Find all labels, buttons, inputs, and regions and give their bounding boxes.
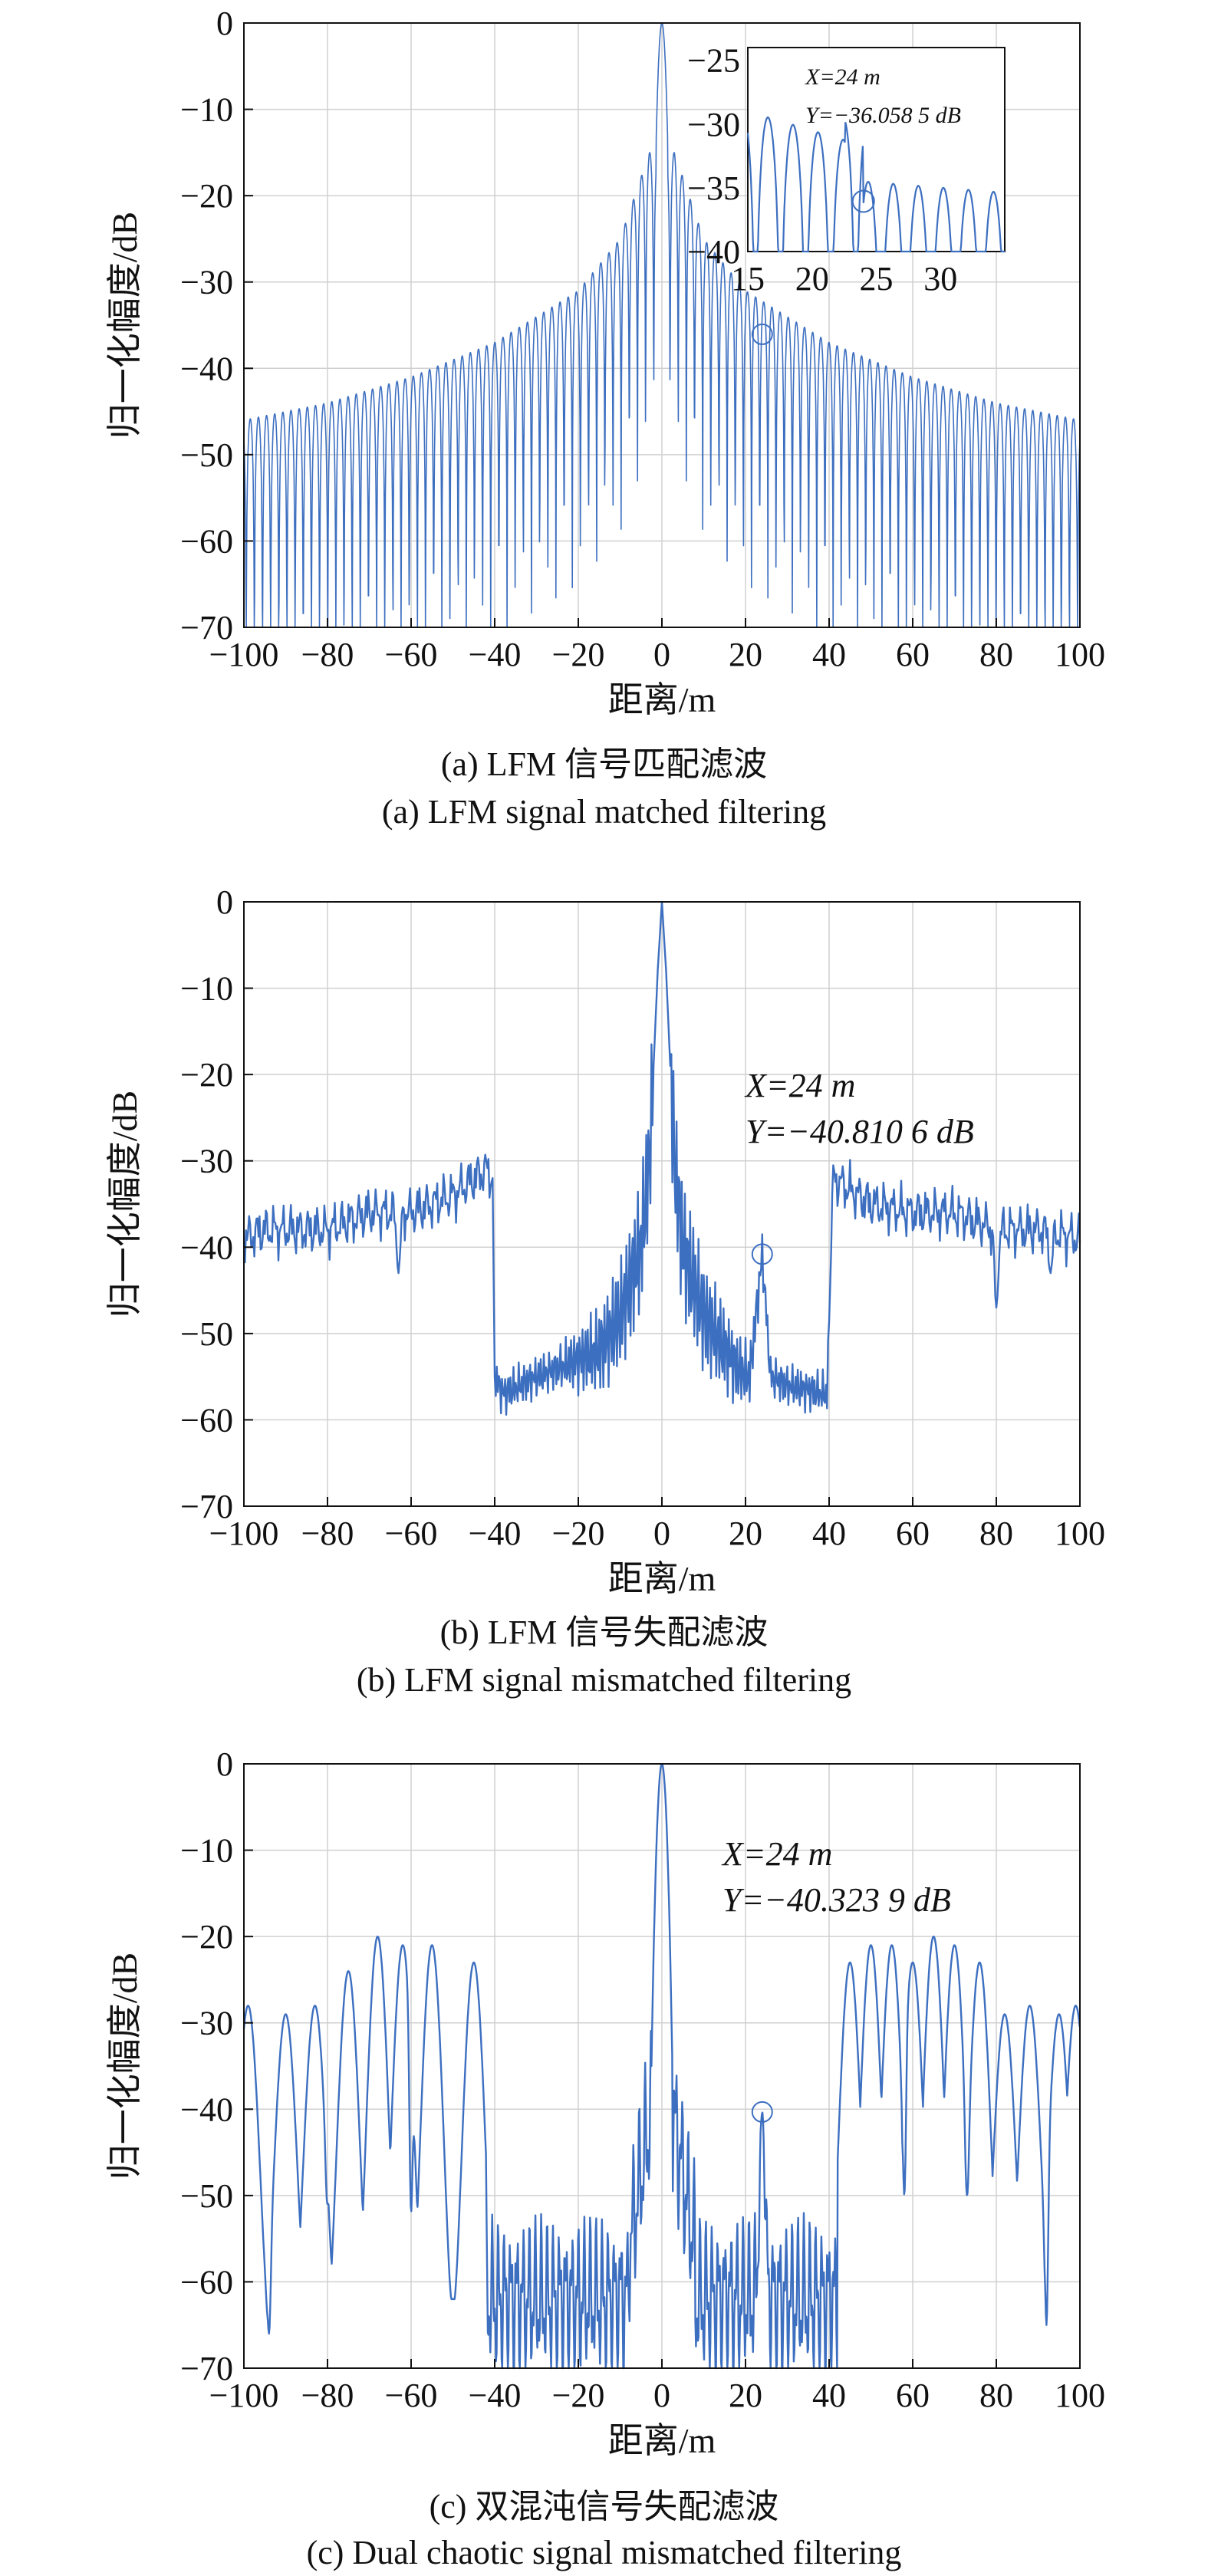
x-axis-title: 距离/m: [608, 680, 716, 719]
annotation-x: X=24 m: [721, 1835, 832, 1873]
x-tick-label: −40: [469, 2377, 522, 2414]
x-tick-label: −20: [552, 636, 605, 673]
x-tick-label: −80: [301, 1515, 354, 1552]
x-tick-label: 0: [653, 2377, 670, 2414]
inset-y-tick-label: −30: [687, 106, 740, 143]
x-tick-label: −40: [469, 1515, 522, 1552]
y-tick-label: −20: [180, 1918, 233, 1956]
y-tick-label: −50: [180, 436, 233, 474]
y-axis-title: 归一化幅度/dB: [105, 1953, 144, 2180]
x-tick-label: −100: [209, 2377, 279, 2414]
inset-marker-circle: [851, 189, 875, 213]
x-tick-label: 80: [979, 1515, 1013, 1552]
y-tick-label: −40: [180, 1229, 233, 1266]
x-tick-label: 100: [1055, 1515, 1105, 1552]
x-tick-label: −60: [385, 636, 438, 673]
x-tick-label: 0: [653, 1515, 670, 1552]
annotation-y: Y=−40.323 9 dB: [722, 1881, 951, 1919]
inset-x-tick-label: 30: [923, 260, 957, 298]
x-tick-label: −80: [301, 636, 354, 673]
x-tick-label: 20: [729, 1515, 762, 1552]
annotation-x: X=24 m: [805, 64, 880, 90]
caption-c-en: (c) Dual chaotic signal mismatched filte…: [306, 2534, 902, 2571]
x-tick-label: 40: [812, 636, 846, 673]
annotation-y: Y=−36.058 5 dB: [805, 103, 961, 128]
caption-a-en: (a) LFM signal matched filtering: [381, 793, 827, 831]
inset-x-tick-label: 20: [795, 260, 829, 298]
y-tick-label: −30: [180, 264, 233, 301]
x-tick-label: −80: [301, 2377, 354, 2414]
caption-b-en: (b) LFM signal mismatched filtering: [356, 1661, 852, 1699]
x-tick-label: 0: [653, 636, 670, 673]
x-tick-label: 80: [979, 2377, 1013, 2414]
y-tick-label: −10: [180, 91, 233, 129]
caption-c-cn: (c) 双混沌信号失配滤波: [429, 2488, 779, 2525]
y-tick-label: −60: [180, 2263, 233, 2301]
x-tick-label: 60: [896, 2377, 930, 2414]
y-tick-label: −70: [180, 2350, 233, 2387]
inset-y-tick-label: −25: [687, 42, 740, 80]
marker-circle: [751, 1243, 773, 1265]
x-tick-label: 60: [896, 1515, 930, 1552]
y-tick-label: 0: [216, 5, 233, 42]
chart-a: −100 −80 −60 −40 −20 0 20 40 60 80 100 0 −10 −20 −30 −4…: [105, 5, 1105, 719]
y-tick-label: −40: [180, 2091, 233, 2128]
x-tick-label: 100: [1055, 2377, 1105, 2414]
x-tick-label: 80: [979, 636, 1013, 673]
inset-series-line: [746, 116, 1005, 253]
y-tick-label: −60: [180, 1401, 233, 1439]
y-tick-label: −40: [180, 350, 233, 387]
y-axis-title: 归一化幅度/dB: [105, 1091, 144, 1318]
x-tick-label: −100: [209, 1515, 279, 1552]
inset-frame: [747, 47, 1006, 252]
x-axis-title: 距离/m: [608, 1559, 716, 1598]
y-tick-label: −20: [180, 177, 233, 215]
x-tick-label: −20: [552, 2377, 605, 2414]
y-tick-label: −50: [180, 2177, 233, 2215]
y-tick-label: −10: [180, 970, 233, 1008]
x-tick-label: −100: [209, 636, 279, 673]
x-tick-label: 40: [812, 2377, 846, 2414]
y-tick-label: −30: [180, 1143, 233, 1180]
y-tick-label: −50: [180, 1315, 233, 1353]
y-tick-label: −70: [180, 609, 233, 646]
annotation-x: X=24 m: [744, 1067, 855, 1104]
marker-circle: [751, 323, 773, 345]
y-tick-label: −70: [180, 1488, 233, 1525]
annotation-y: Y=−40.810 6 dB: [746, 1113, 974, 1150]
chart-c: −100 −80 −60 −40 −20 0 20 40 60 80 100 0 −10 −20 −30 −4…: [105, 1745, 1105, 2460]
y-tick-label: −30: [180, 2005, 233, 2042]
x-tick-label: 100: [1055, 636, 1105, 673]
y-tick-label: 0: [216, 883, 233, 921]
caption-b-cn: (b) LFM 信号失配滤波: [439, 1614, 769, 1651]
y-tick-label: −60: [180, 522, 233, 560]
caption-a-cn: (a) LFM 信号匹配滤波: [440, 745, 768, 783]
x-tick-label: 40: [812, 1515, 846, 1552]
x-tick-label: −60: [385, 1515, 438, 1552]
x-tick-label: −60: [385, 2377, 438, 2414]
x-tick-label: 60: [896, 636, 930, 673]
x-tick-label: −20: [552, 1515, 605, 1552]
y-tick-label: −10: [180, 1832, 233, 1870]
inset-y-tick-label: −40: [687, 233, 740, 271]
inset-x-tick-label: 15: [731, 260, 765, 298]
marker-circle: [751, 2101, 773, 2123]
inset-x-tick-label: 25: [860, 260, 894, 298]
x-tick-label: −40: [469, 636, 522, 673]
x-tick-label: 20: [729, 2377, 762, 2414]
x-axis-title: 距离/m: [608, 2421, 716, 2460]
y-axis-title: 归一化幅度/dB: [105, 212, 144, 439]
chart-b: −100 −80 −60 −40 −20 0 20 40 60 80 100 0 −10 −20 −30 −4…: [105, 883, 1105, 1598]
inset-y-tick-label: −35: [687, 169, 740, 207]
y-tick-label: 0: [216, 1745, 233, 1783]
y-tick-label: −20: [180, 1056, 233, 1094]
x-tick-label: 20: [729, 636, 762, 673]
